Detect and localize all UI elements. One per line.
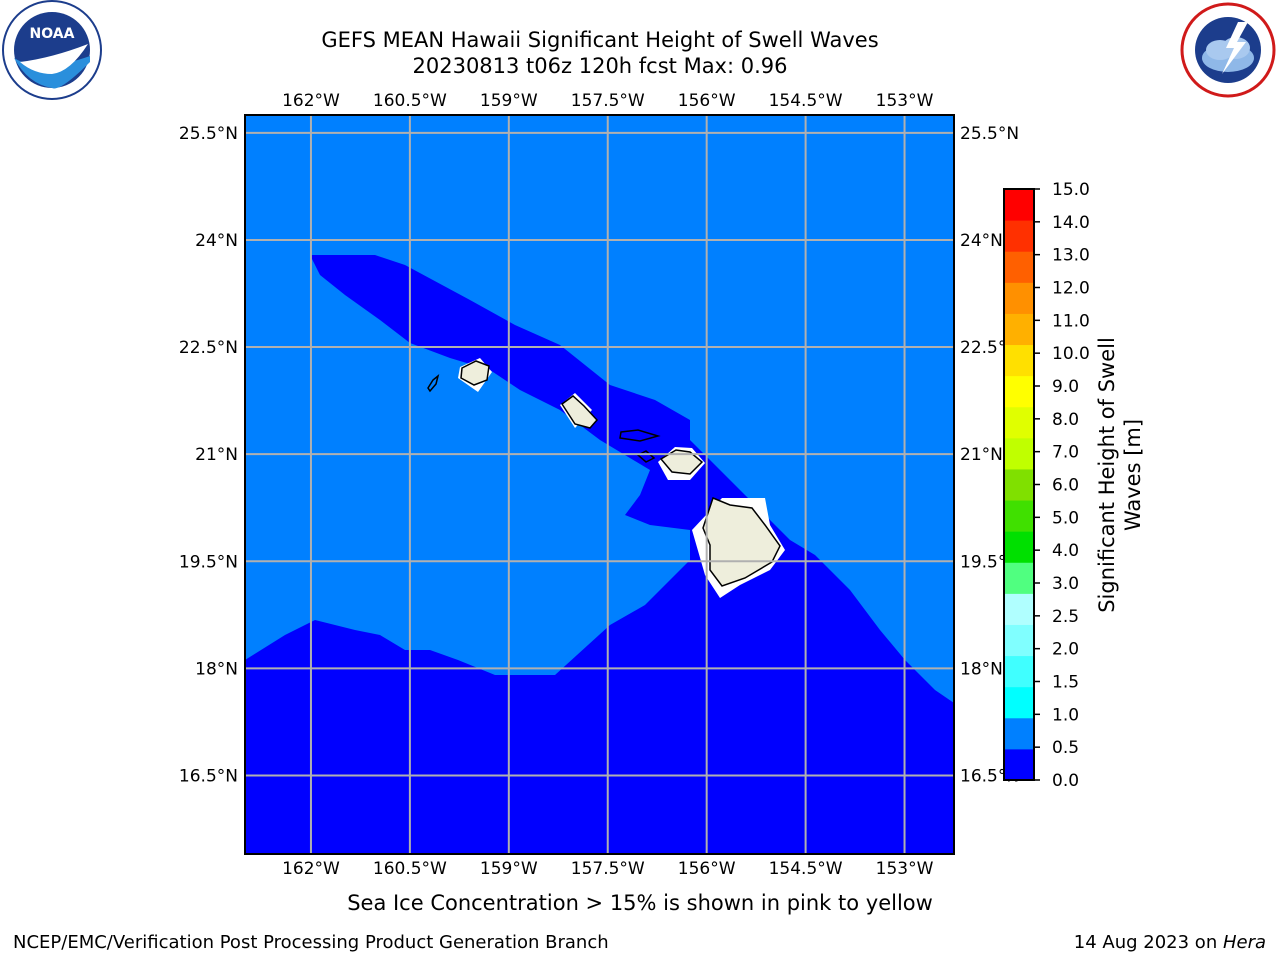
lon-label-bottom: 154.5°W bbox=[769, 859, 843, 879]
noaa-logo-icon: NOAA bbox=[2, 0, 102, 100]
colorbar-swatch bbox=[1004, 375, 1034, 408]
lon-label-bottom: 162°W bbox=[282, 859, 340, 879]
footer-host: Hera bbox=[1222, 932, 1266, 953]
title-line-2: 20230813 t06z 120h fcst Max: 0.96 bbox=[412, 54, 788, 78]
colorbar-tick-label: 7.0 bbox=[1052, 443, 1079, 463]
colorbar-label-line-2: Waves [m] bbox=[1121, 419, 1145, 531]
colorbar-swatch bbox=[1004, 500, 1034, 532]
island-lanai bbox=[636, 450, 656, 463]
map-frame bbox=[244, 114, 955, 855]
lon-label-top: 157.5°W bbox=[571, 91, 645, 111]
lon-label-top: 162°W bbox=[282, 91, 340, 111]
colorbar-tick-label: 8.0 bbox=[1052, 410, 1079, 430]
island-molokai bbox=[619, 429, 661, 442]
colorbar-ticks: 0.0 0.5 1.0 1.5 2.0 2.5 3.0 4.0 5.0 6.0 7.0 8.0 9.0 1… bbox=[1034, 180, 1090, 791]
colorbar-swatch bbox=[1004, 686, 1034, 719]
colorbar-swatch bbox=[1004, 624, 1034, 657]
colorbar-tick-label: 1.0 bbox=[1052, 705, 1079, 725]
colorbar-swatch bbox=[1004, 562, 1034, 594]
map-grid bbox=[245, 115, 954, 854]
footer-date: 14 Aug 2023 on Hera bbox=[1074, 932, 1266, 953]
title-line-1: GEFS MEAN Hawaii Significant Height of S… bbox=[321, 28, 879, 52]
colorbar-tick-label: 5.0 bbox=[1052, 508, 1079, 528]
colorbar-tick-label: 1.5 bbox=[1052, 673, 1079, 693]
lat-label-left: 21°N bbox=[195, 445, 238, 465]
lon-label-top: 154.5°W bbox=[769, 91, 843, 111]
colorbar-swatch bbox=[1004, 313, 1034, 346]
colorbar-tick-label: 10.0 bbox=[1052, 344, 1090, 364]
colorbar-swatches bbox=[1003, 188, 1035, 781]
lat-label-left: 18°N bbox=[195, 659, 238, 679]
island-oahu bbox=[560, 395, 599, 429]
colorbar-swatch bbox=[1004, 748, 1034, 781]
colorbar-swatch bbox=[1004, 251, 1034, 283]
colorbar-swatch bbox=[1004, 437, 1034, 470]
colorbar-tick-label: 11.0 bbox=[1052, 311, 1090, 331]
colorbar-swatch bbox=[1004, 220, 1034, 252]
lat-label-left: 19.5°N bbox=[179, 552, 238, 572]
lat-label-right: 25.5°N bbox=[960, 124, 1019, 144]
colorbar-tick-label: 9.0 bbox=[1052, 377, 1079, 397]
colorbar-swatch bbox=[1004, 344, 1034, 377]
colorbar-swatch bbox=[1004, 593, 1034, 625]
colorbar-tick-label: 13.0 bbox=[1052, 246, 1090, 266]
colorbar-tick-label: 15.0 bbox=[1052, 180, 1090, 200]
lat-label-left: 22.5°N bbox=[179, 338, 238, 358]
lon-label-top: 160.5°W bbox=[373, 91, 447, 111]
island-maui bbox=[659, 449, 704, 475]
lon-label-bottom: 157.5°W bbox=[571, 859, 645, 879]
longitude-labels: 162°W 162°W 160.5°W 160.5°W 159°W 159°W 157.5°… bbox=[282, 91, 934, 879]
island-niihau bbox=[427, 374, 440, 393]
colorbar-tick-label: 0.0 bbox=[1052, 771, 1079, 791]
colorbar-swatch bbox=[1004, 406, 1034, 439]
sea-ice-note: Sea Ice Concentration > 15% is shown in … bbox=[347, 891, 933, 915]
map-title: GEFS MEAN Hawaii Significant Height of S… bbox=[0, 27, 1200, 79]
lon-label-top: 153°W bbox=[876, 91, 934, 111]
island-hawaii bbox=[702, 497, 781, 587]
colorbar-tick-label: 3.0 bbox=[1052, 574, 1079, 594]
lat-label-left: 25.5°N bbox=[179, 124, 238, 144]
colorbar-tick-label: 14.0 bbox=[1052, 213, 1090, 233]
colorbar-swatch bbox=[1004, 717, 1034, 750]
colorbar-tick-label: 12.0 bbox=[1052, 279, 1090, 299]
colorbar-swatch bbox=[1004, 531, 1034, 563]
island-kauai bbox=[460, 360, 490, 386]
colorbar-tick-label: 2.5 bbox=[1052, 607, 1079, 627]
footer-branch: NCEP/EMC/Verification Post Processing Pr… bbox=[13, 932, 609, 953]
lat-label-left: 24°N bbox=[195, 231, 238, 251]
lat-label-right: 21°N bbox=[960, 445, 1003, 465]
lon-label-bottom: 160.5°W bbox=[373, 859, 447, 879]
lon-label-bottom: 156°W bbox=[678, 859, 736, 879]
colorbar-swatch bbox=[1004, 189, 1034, 221]
noaa-logo-text: NOAA bbox=[30, 26, 75, 42]
colorbar-label-line-1: Significant Height of Swell bbox=[1095, 337, 1119, 613]
lon-label-top: 156°W bbox=[678, 91, 736, 111]
colorbar: 0.0 0.5 1.0 1.5 2.0 2.5 3.0 4.0 5.0 6.0 7.0 8.0 9.0 1… bbox=[1003, 180, 1145, 791]
lat-label-right: 18°N bbox=[960, 659, 1003, 679]
lat-label-right: 24°N bbox=[960, 231, 1003, 251]
colorbar-tick-label: 6.0 bbox=[1052, 476, 1079, 496]
colorbar-swatch bbox=[1004, 468, 1034, 501]
lon-label-top: 159°W bbox=[480, 91, 538, 111]
nws-logo-icon bbox=[1180, 2, 1276, 98]
footer-date-text: 14 Aug 2023 on bbox=[1073, 932, 1223, 953]
colorbar-swatch bbox=[1004, 282, 1034, 314]
lon-label-bottom: 159°W bbox=[480, 859, 538, 879]
swell-band-0-5-to-1-0 bbox=[245, 115, 954, 703]
lat-label-left: 16.5°N bbox=[179, 766, 238, 786]
colorbar-tick-label: 0.5 bbox=[1052, 738, 1079, 758]
colorbar-tick-label: 4.0 bbox=[1052, 541, 1079, 561]
lon-label-bottom: 153°W bbox=[876, 859, 934, 879]
colorbar-swatch bbox=[1004, 655, 1034, 688]
colorbar-tick-label: 2.0 bbox=[1052, 640, 1079, 660]
